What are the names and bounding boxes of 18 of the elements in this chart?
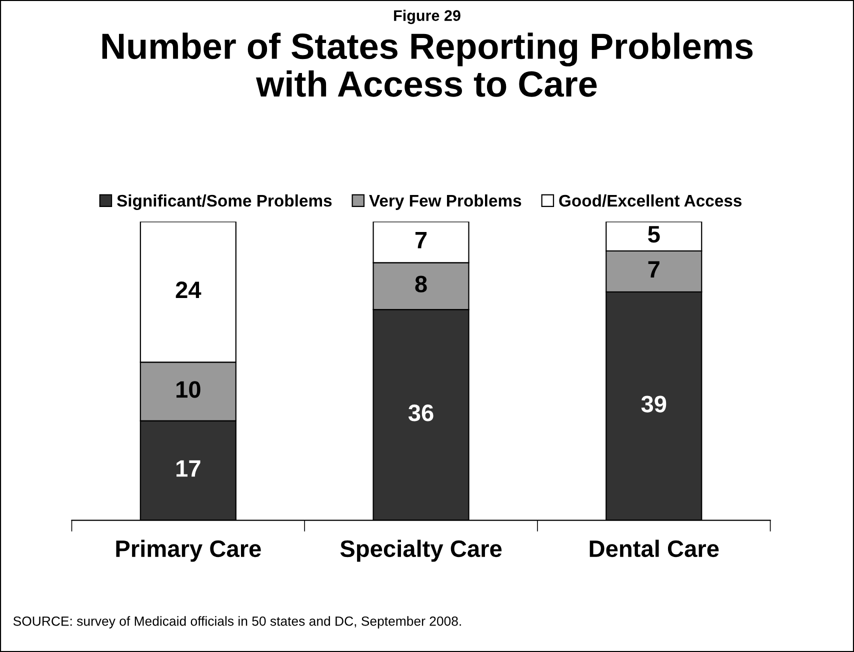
source-note: SOURCE: survey of Medicaid officials in 50 states and DC, September 2008. [13,616,461,628]
legend-label: Very Few Problems [369,194,522,210]
chart-subtitle: Figure 29 [394,10,460,24]
chart-title: Number of States Reporting Problems with Access to Care [102,32,753,97]
x-tick-label: Primary Care [116,540,261,562]
data-label: 10 [176,381,200,398]
data-label: 7 [648,261,660,278]
data-label: 8 [415,276,427,292]
data-label: 24 [176,282,202,298]
data-label: 17 [176,460,200,477]
legend-label: Good/Excellent Access [559,194,742,207]
x-tick-label: Dental Care [590,540,719,558]
legend-label: Significant/Some Problems [117,194,332,210]
x-tick-label: Specialty Care [340,540,502,562]
data-label: 39 [641,396,666,412]
data-label: 36 [408,404,434,422]
data-label: 7 [415,232,427,248]
data-label: 5 [648,226,660,243]
